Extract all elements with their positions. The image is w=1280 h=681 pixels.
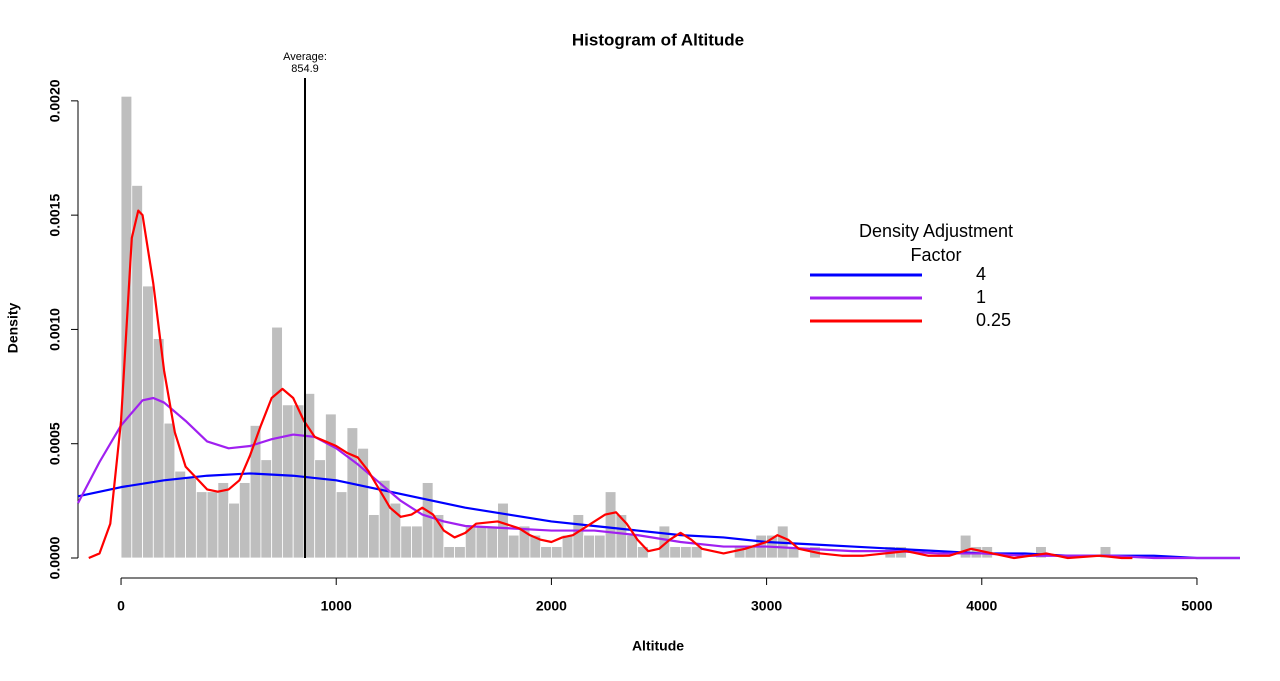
histogram-bar	[421, 482, 434, 559]
histogram-bar	[1035, 546, 1047, 559]
histogram-bar	[174, 470, 186, 559]
histogram-bar	[787, 546, 800, 559]
histogram-bar	[206, 491, 219, 559]
y-tick-label: 0.0015	[47, 194, 63, 237]
histogram-bar	[400, 525, 412, 559]
x-tick-label: 5000	[1181, 598, 1212, 614]
y-axis-label: Density	[5, 303, 21, 354]
histogram-bar	[217, 482, 230, 559]
average-label: Average:	[283, 51, 327, 63]
histogram-bar	[314, 459, 326, 559]
histogram-bar	[583, 534, 595, 559]
x-tick-label: 3000	[751, 598, 782, 614]
histogram-bar	[669, 546, 681, 559]
histogram-bar	[325, 413, 337, 559]
x-tick-label: 0	[117, 598, 125, 614]
histogram-bar	[690, 546, 703, 559]
x-tick-label: 4000	[966, 598, 997, 614]
x-axis-label: Altitude	[632, 638, 684, 654]
histogram-bar	[282, 404, 294, 559]
histogram-bar	[368, 514, 380, 559]
legend-title: Density Adjustment	[859, 221, 1013, 241]
histogram-bar	[335, 491, 348, 559]
density-line	[77, 472, 1240, 560]
histogram-bar	[271, 326, 283, 559]
histogram-bar	[561, 534, 574, 559]
y-tick-label: 0.0000	[47, 536, 63, 579]
histogram-bar	[185, 477, 197, 559]
x-tick-label: 1000	[321, 598, 352, 614]
histogram-bar	[131, 185, 143, 559]
histogram-bar	[443, 546, 455, 559]
histogram-bar	[572, 514, 585, 559]
y-tick-label: 0.0020	[47, 79, 63, 122]
histogram-bar	[1099, 546, 1112, 559]
legend-label: 1	[976, 287, 986, 307]
average-label: 854.9	[291, 63, 319, 75]
histogram-bar	[228, 502, 240, 559]
histogram-bar	[507, 534, 520, 559]
histogram-bar	[357, 447, 369, 559]
y-tick-label: 0.0010	[47, 308, 63, 351]
histogram-bar	[594, 534, 606, 559]
histogram-bar	[152, 338, 165, 559]
histogram-bar	[432, 514, 445, 559]
legend-title: Factor	[910, 245, 961, 265]
chart-title: Histogram of Altitude	[572, 30, 744, 49]
x-tick-label: 2000	[536, 598, 567, 614]
histogram-bar	[195, 491, 208, 559]
histogram-bar	[454, 546, 466, 559]
histogram-bar	[238, 482, 251, 559]
histogram-bar	[486, 525, 499, 559]
histogram-bar	[475, 525, 488, 559]
histogram-bar	[540, 546, 552, 559]
histogram-bar	[680, 546, 692, 559]
histogram-bar	[497, 502, 509, 559]
histogram-bar	[551, 546, 563, 559]
density-line	[77, 396, 1240, 560]
legend-label: 0.25	[976, 310, 1011, 330]
histogram-bar	[604, 491, 617, 559]
histogram-bar	[292, 404, 305, 559]
histogram-bar	[959, 534, 972, 559]
histogram-bar	[346, 427, 359, 559]
density-line	[88, 209, 1133, 560]
histogram-bar	[658, 525, 671, 559]
legend-label: 4	[976, 264, 986, 284]
y-tick-label: 0.0005	[47, 422, 63, 465]
histogram-bar	[142, 285, 154, 559]
histogram-bar	[163, 422, 176, 559]
histogram-bar	[411, 525, 423, 559]
